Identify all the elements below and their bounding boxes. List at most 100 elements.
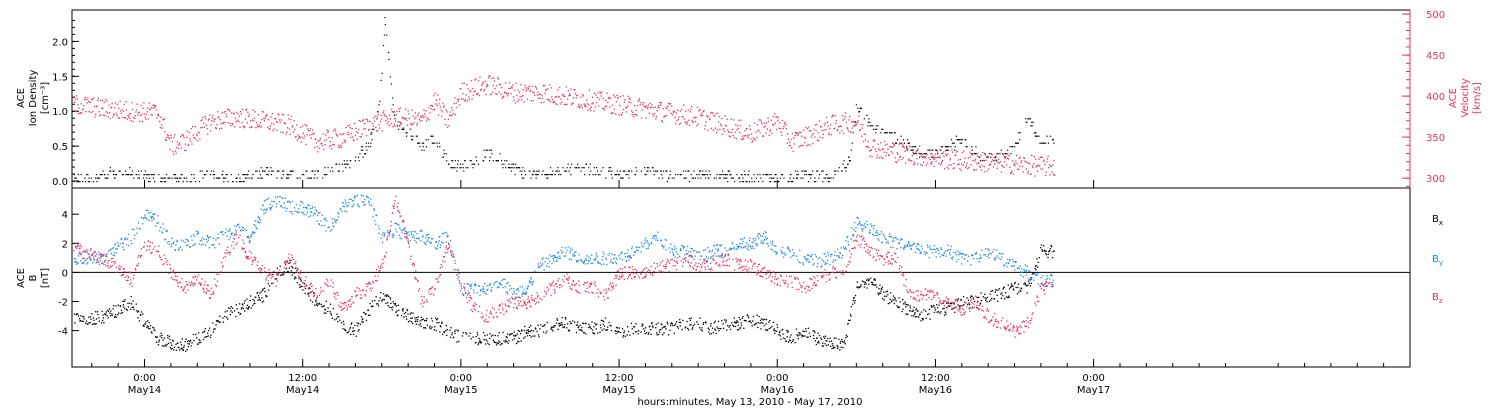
density-point [869,125,871,127]
by-point [324,217,327,219]
velocity-point [205,118,207,120]
velocity-point [778,127,780,129]
velocity-point [128,116,130,118]
by-point [112,254,114,256]
by-point [337,212,339,214]
velocity-point [658,107,660,109]
velocity-point [416,124,418,126]
velocity-point [901,143,904,145]
velocity-point [522,89,525,91]
bx-point [1003,286,1005,288]
by-point [306,211,309,213]
bx-point [850,305,852,308]
velocity-point [1015,160,1017,162]
velocity-point [1037,164,1039,166]
by-point [493,284,495,286]
velocity-point [251,119,254,121]
by-point [585,257,587,260]
velocity-point [1013,162,1016,165]
density-point [545,174,547,176]
density-point [453,167,455,169]
by-point [412,230,414,232]
bx-point [307,293,309,295]
bx-point [866,279,868,281]
bx-point [169,338,171,341]
velocity-point [1042,168,1044,170]
velocity-point [415,116,417,118]
velocity-point [208,118,210,120]
bx-point [919,313,921,315]
velocity-point [409,128,411,130]
velocity-point [609,97,612,99]
density-point [796,177,798,179]
bx-point [153,327,155,329]
bx-point [312,292,315,294]
bx-point [637,333,639,335]
by-point [235,229,237,231]
density-point [627,170,630,172]
by-point [570,247,572,249]
by-point [414,231,416,233]
density-point [919,156,921,158]
velocity-point [973,169,975,171]
by-point [259,219,261,221]
bx-point [579,329,582,331]
velocity-point [173,136,175,138]
velocity-point [463,82,465,84]
by-point [570,259,572,261]
velocity-point [696,106,699,109]
bx-point [351,322,353,324]
bx-point [722,327,725,329]
bx-point [658,331,661,333]
velocity-point [89,101,91,103]
velocity-point [787,133,789,135]
by-point [739,245,741,247]
by-point [657,239,659,242]
by-point [702,262,704,264]
velocity-point [1025,168,1027,170]
bx-point [1010,283,1013,285]
velocity-point [472,94,474,96]
velocity-point [598,105,600,107]
density-point [418,142,420,144]
by-point [557,252,559,254]
bx-point [619,331,621,334]
density-point [611,170,613,172]
density-point [829,177,831,179]
velocity-point [264,117,266,119]
velocity-point [143,102,145,104]
bx-point [147,325,149,328]
by-point [665,239,667,242]
density-point [386,34,388,36]
velocity-point [874,139,876,141]
bx-point [813,337,815,340]
velocity-point [717,121,720,123]
density-point [913,153,915,155]
density-point [703,174,705,176]
by-point [166,229,168,231]
by-point [225,228,227,230]
by-point [781,252,783,255]
bx-point [279,265,281,267]
bx-point [339,319,341,321]
by-point [582,262,584,264]
by-point [774,251,776,253]
bx-point [510,333,512,335]
density-point [96,177,98,179]
velocity-point [479,76,481,78]
velocity-point [77,104,79,106]
density-point [276,170,278,172]
velocity-point [171,141,173,143]
bx-point [1050,244,1052,247]
velocity-point [597,92,599,94]
bx-point [94,323,96,325]
bx-point [1041,250,1044,252]
velocity-point [236,111,238,113]
bx-point [191,342,193,344]
bx-point [994,291,996,293]
bx-point [127,306,130,308]
velocity-point [568,95,570,97]
bx-point [172,339,174,341]
by-point [716,244,718,246]
velocity-point [822,133,824,136]
